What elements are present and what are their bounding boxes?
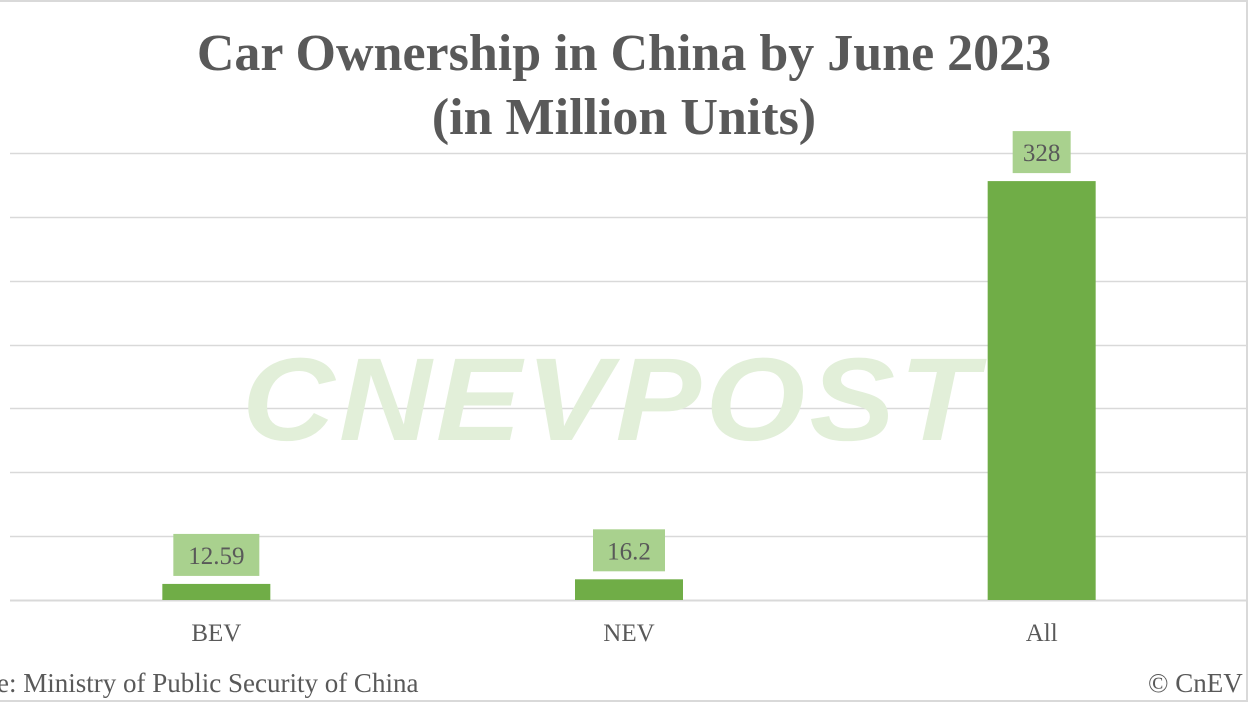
- source-note: rce: Ministry of Public Security of Chin…: [0, 668, 419, 698]
- x-tick-label-bev: BEV: [191, 620, 241, 647]
- bar-nev: [575, 579, 683, 600]
- data-label-text: 12.59: [188, 543, 244, 570]
- chart-frame-bottom: [0, 700, 1248, 702]
- data-label-all: 328: [1012, 131, 1071, 174]
- x-tick-label-nev: NEV: [603, 620, 654, 647]
- bar-bev: [162, 583, 271, 600]
- data-label-background: [1012, 131, 1071, 174]
- data-label-text: 16.2: [607, 538, 651, 565]
- chart-title: Car Ownership in China by June 2023 (in …: [0, 22, 1248, 150]
- chart-title-line1: Car Ownership in China by June 2023: [196, 25, 1052, 82]
- bars: [162, 181, 1096, 600]
- data-label-background: [173, 533, 260, 576]
- data-label-text: 328: [1023, 140, 1061, 167]
- bar-all: [987, 181, 1096, 600]
- data-labels: 12.59 16.2 328: [173, 131, 1071, 576]
- copyright-note: © CnEV: [1148, 668, 1243, 698]
- x-axis-tick-labels: BEV NEV All: [191, 620, 1057, 647]
- data-label-nev: 16.2: [593, 529, 665, 572]
- chart-title-line2: (in Million Units): [431, 89, 817, 146]
- data-label-bev: 12.59: [173, 533, 260, 576]
- watermark: CNEVPOST: [242, 334, 987, 466]
- chart-frame-right: [1246, 0, 1248, 702]
- x-tick-label-all: All: [1026, 620, 1058, 647]
- data-label-background: [593, 529, 665, 572]
- watermark-logo-text: CNEVPOST: [242, 334, 987, 466]
- chart-frame-top: [0, 0, 1248, 2]
